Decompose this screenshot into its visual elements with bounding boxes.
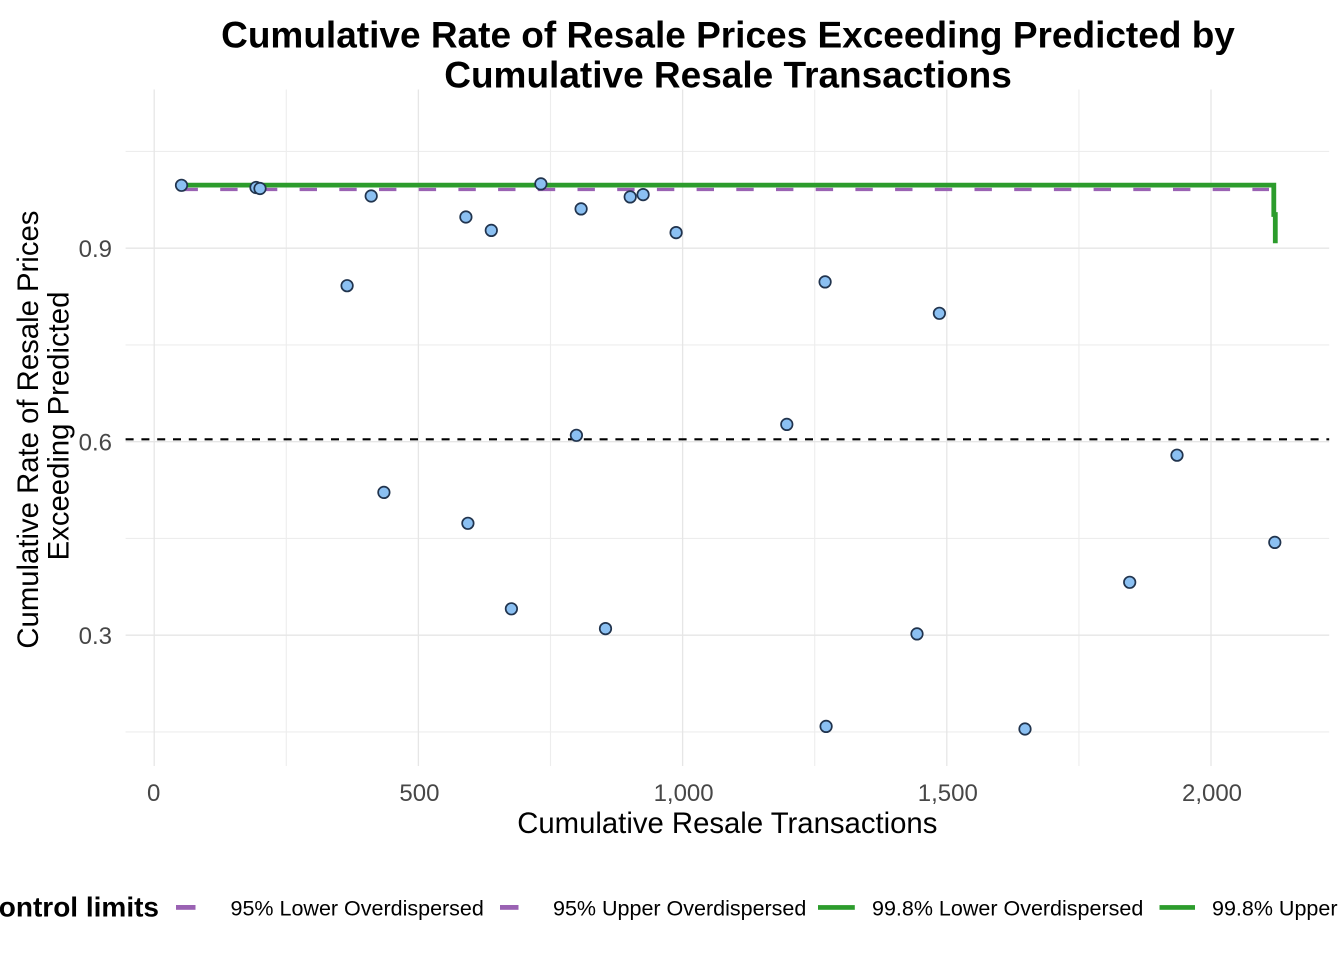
svg-text:0.3: 0.3: [79, 623, 112, 650]
svg-text:0: 0: [147, 780, 160, 807]
svg-text:Cumulative Resale Transactions: Cumulative Resale Transactions: [444, 55, 1012, 96]
svg-text:99.8% Lower Overdispersed: 99.8% Lower Overdispersed: [872, 897, 1143, 921]
svg-text:Cumulative Rate of Resale Pric: Cumulative Rate of Resale Prices: [12, 211, 45, 649]
svg-text:Control limits: Control limits: [0, 892, 159, 923]
svg-text:0.6: 0.6: [79, 429, 112, 456]
svg-text:500: 500: [399, 780, 439, 807]
svg-text:1,000: 1,000: [654, 780, 714, 807]
svg-text:95% Upper Overdispersed: 95% Upper Overdispersed: [553, 897, 806, 921]
svg-text:0.9: 0.9: [79, 236, 112, 263]
svg-text:Cumulative Rate of Resale Pric: Cumulative Rate of Resale Prices Exceedi…: [221, 15, 1235, 56]
svg-text:Cumulative Resale Transactions: Cumulative Resale Transactions: [517, 807, 937, 840]
svg-text:Exceeding Predicted: Exceeding Predicted: [42, 292, 75, 561]
svg-text:2,000: 2,000: [1182, 780, 1242, 807]
svg-text:1,500: 1,500: [918, 780, 978, 807]
svg-text:95% Lower Overdispersed: 95% Lower Overdispersed: [231, 897, 484, 921]
svg-text:99.8% Upper Overdispersed: 99.8% Upper Overdispersed: [1212, 897, 1344, 921]
